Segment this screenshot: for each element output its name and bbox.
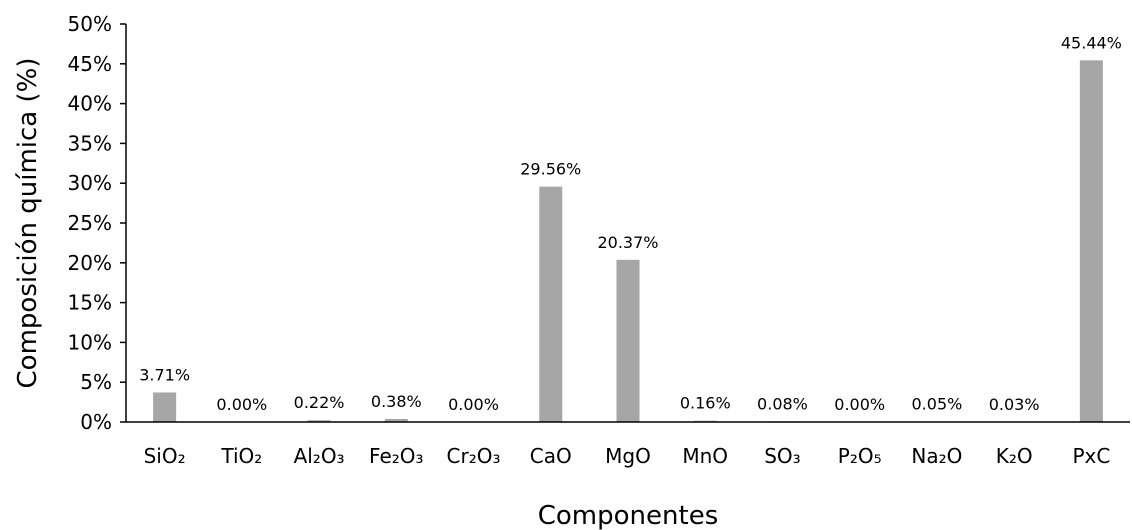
data-label: 0.38% <box>371 392 422 411</box>
data-label: 29.56% <box>520 160 581 179</box>
x-tick-label: Al₂O₃ <box>294 444 345 468</box>
x-tick-label: MnO <box>682 444 728 468</box>
y-tick-label: 25% <box>68 211 112 235</box>
data-label: 0.00% <box>216 395 267 414</box>
x-tick-label: Na₂O <box>911 444 962 468</box>
data-label: 0.00% <box>834 395 885 414</box>
y-tick-label: 40% <box>68 92 112 116</box>
y-tick-label: 15% <box>68 291 112 315</box>
x-tick-label: SiO₂ <box>144 444 186 468</box>
x-tick-label: PxC <box>1072 444 1110 468</box>
bar <box>1079 60 1103 422</box>
data-label: 0.05% <box>912 395 963 414</box>
x-tick-label: K₂O <box>996 444 1033 468</box>
x-tick-label: Fe₂O₃ <box>369 444 424 468</box>
x-tick-label: Cr₂O₃ <box>447 444 501 468</box>
x-tick-label: SO₃ <box>764 444 800 468</box>
y-tick-label: 5% <box>80 370 112 394</box>
y-ticks-group: 0% 5% 10% 15% 20% 25% 30% 35% 40% 45% 50% <box>68 12 126 434</box>
bars-group <box>153 60 1103 422</box>
data-label: 45.44% <box>1061 33 1122 52</box>
y-tick-label: 10% <box>68 330 112 354</box>
bar <box>616 259 640 422</box>
bar <box>384 418 408 422</box>
data-label: 0.00% <box>448 395 499 414</box>
bar <box>153 392 177 422</box>
y-tick-label: 0% <box>80 410 112 434</box>
data-label: 0.08% <box>757 394 808 413</box>
x-tick-label: CaO <box>530 444 572 468</box>
bar <box>539 186 563 422</box>
x-tick-label: MgO <box>605 444 651 468</box>
x-labels-group: SiO₂ TiO₂ Al₂O₃ Fe₂O₃ Cr₂O₃ CaO MgO MnO SO₃ P₂O₅ N… <box>144 444 1111 468</box>
data-label: 20.37% <box>597 233 658 252</box>
data-label: 0.03% <box>989 395 1040 414</box>
bar <box>307 420 331 422</box>
data-label: 3.71% <box>139 365 190 384</box>
x-tick-label: P₂O₅ <box>838 444 882 468</box>
x-axis-title: Componentes <box>538 501 719 530</box>
data-labels-group: 3.71% 0.00% 0.22% 0.38% 0.00% 29.56% 20.37% 0.1… <box>139 33 1122 414</box>
data-label: 0.16% <box>680 394 731 413</box>
y-tick-label: 45% <box>68 52 112 76</box>
data-label: 0.22% <box>294 393 345 412</box>
y-tick-label: 30% <box>68 171 112 195</box>
y-tick-label: 50% <box>68 12 112 36</box>
y-tick-label: 20% <box>68 251 112 275</box>
y-tick-label: 35% <box>68 131 112 155</box>
y-axis-title: Composición química (%) <box>13 58 43 389</box>
x-tick-label: TiO₂ <box>220 444 262 468</box>
